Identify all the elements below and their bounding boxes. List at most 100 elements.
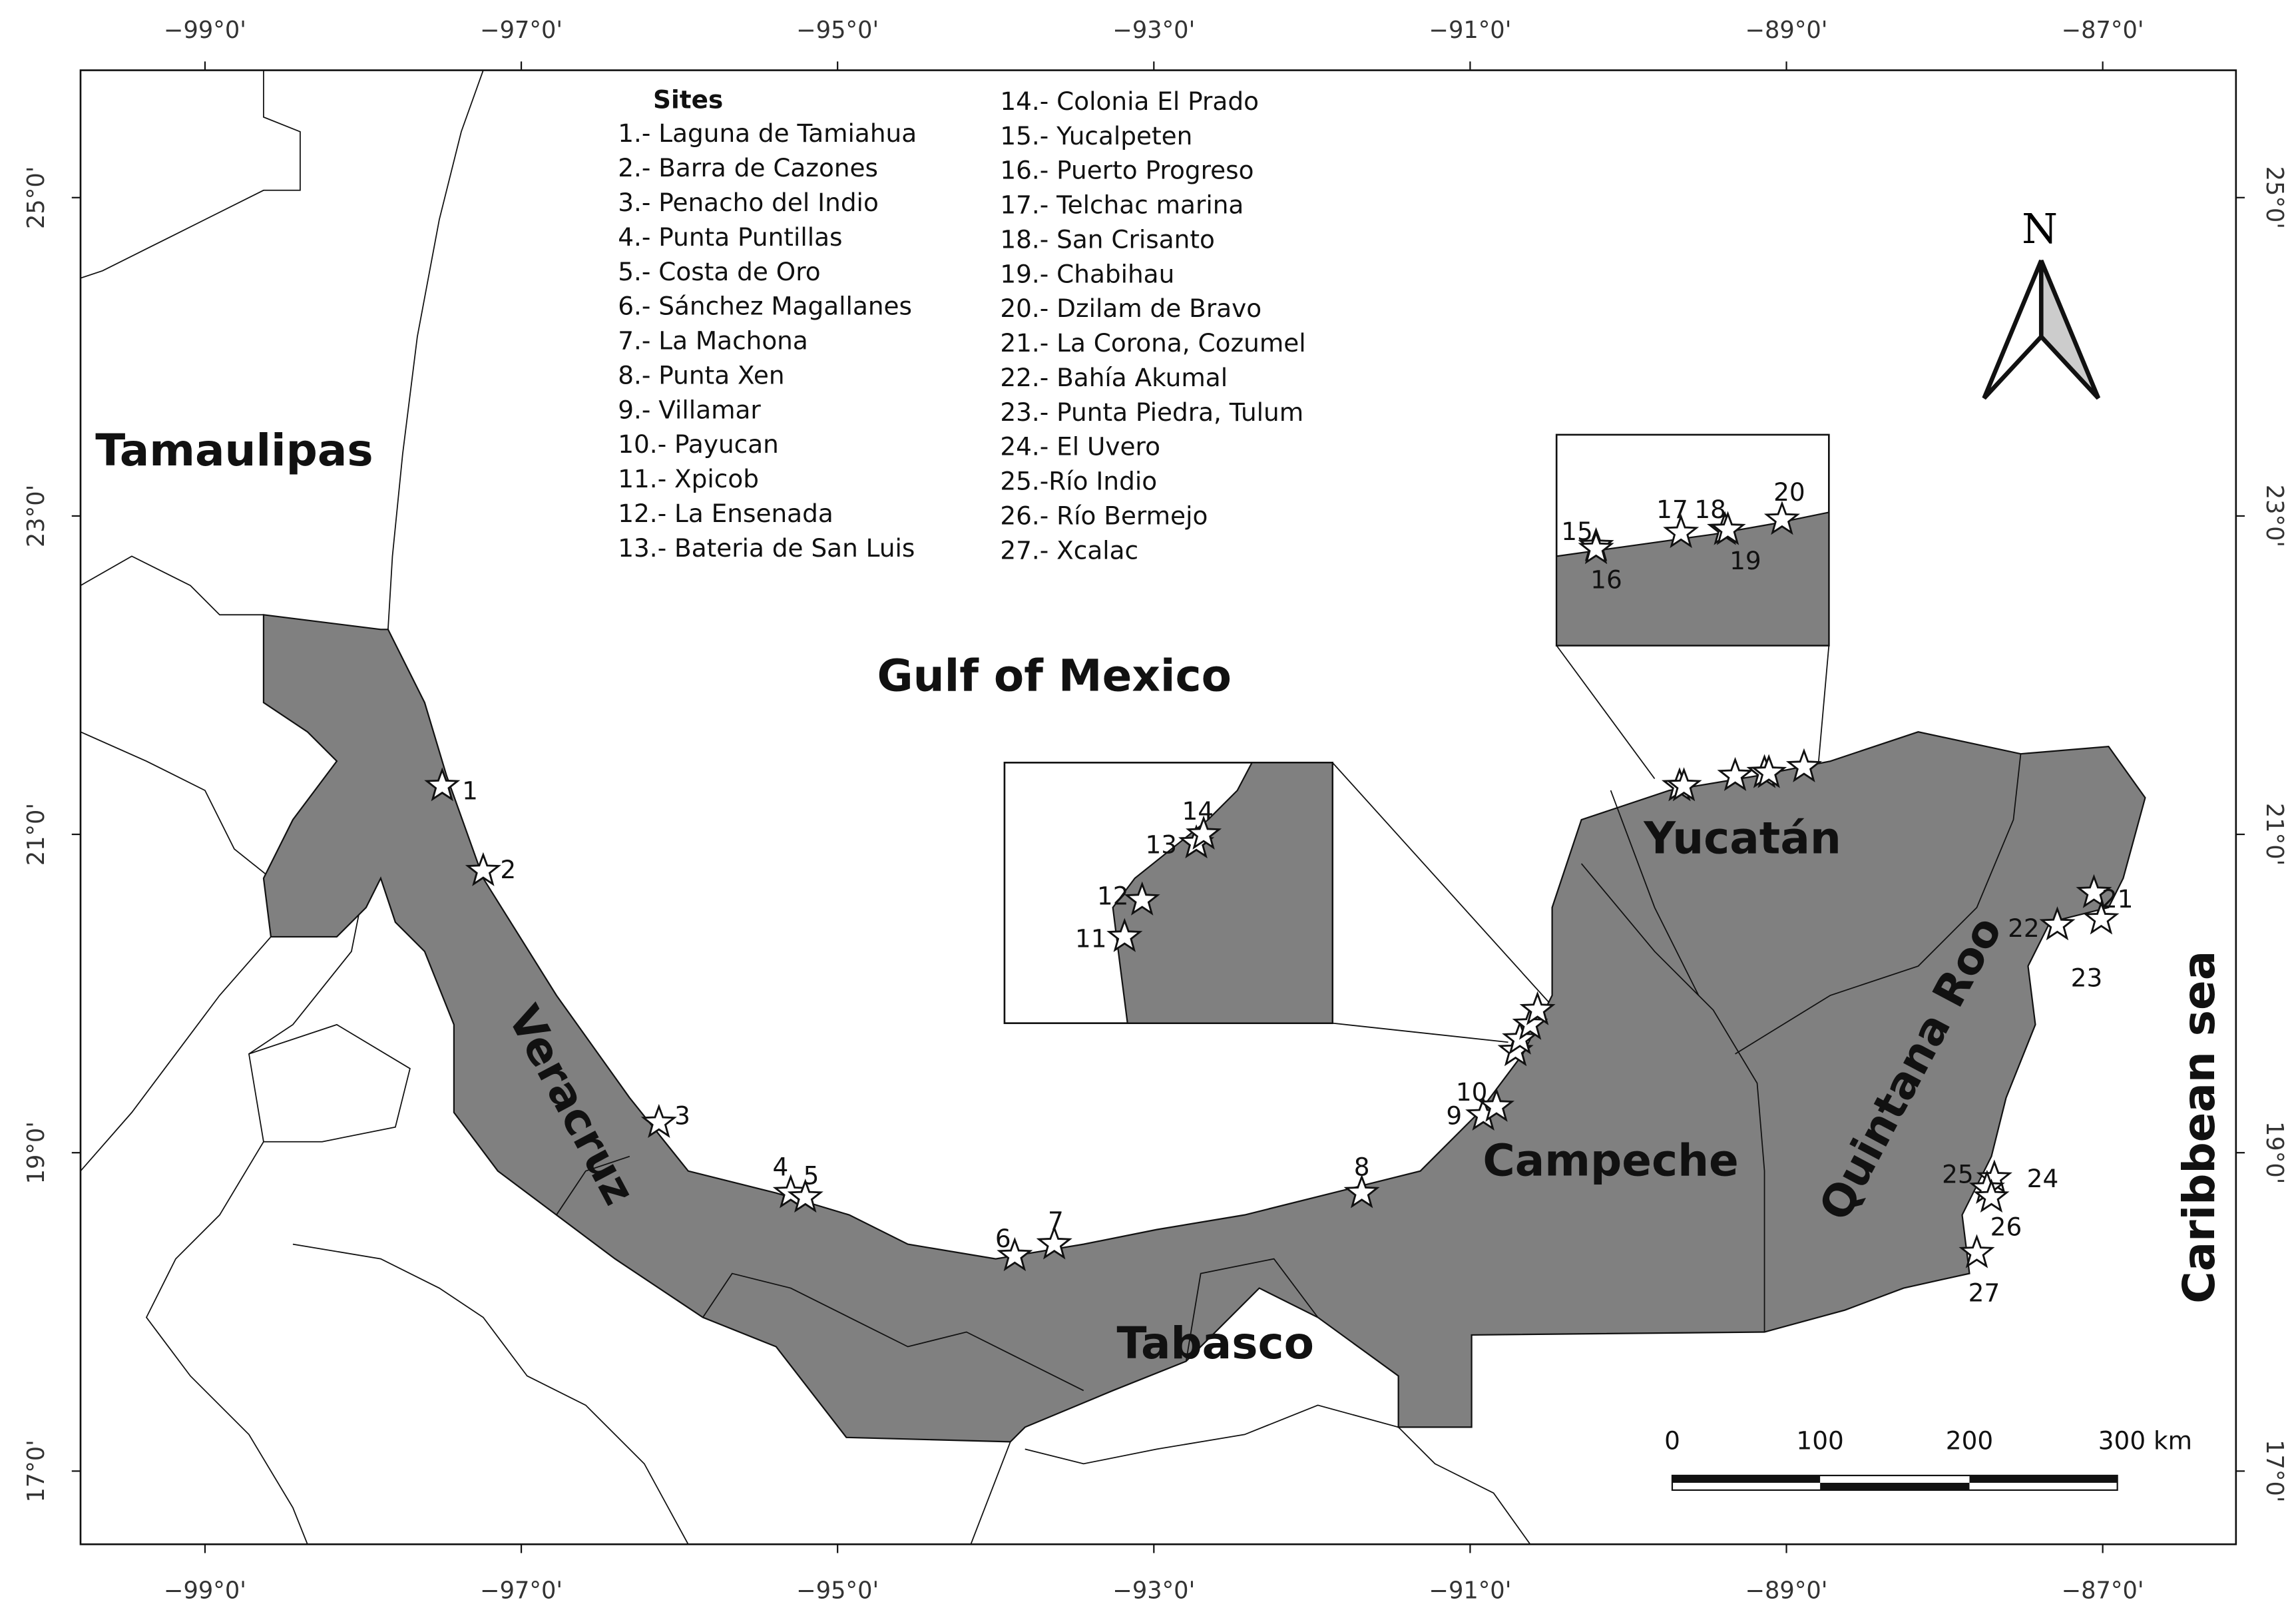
state-border xyxy=(1610,790,1700,996)
site-number: 9 xyxy=(1446,1101,1462,1130)
site-number: 14 xyxy=(1182,796,1214,826)
site-entry: 21.- La Corona, Cozumel xyxy=(1000,328,1305,358)
municipal-border xyxy=(556,1155,630,1216)
site-entry: 23.- Punta Piedra, Tulum xyxy=(1000,398,1303,427)
site-entry: 12.- La Ensenada xyxy=(618,499,833,528)
lat-tick-label: 25°0' xyxy=(2261,166,2288,229)
site-entry: 1.- Laguna de Tamiahua xyxy=(618,119,917,148)
site-marker xyxy=(424,767,461,802)
site-number: 24 xyxy=(2027,1164,2059,1193)
site-marker xyxy=(997,1236,1033,1272)
site-marker xyxy=(1578,530,1614,565)
inset-connector xyxy=(1331,762,1550,1003)
lat-tick-label: 21°0' xyxy=(2261,803,2288,866)
region-label: Campeche xyxy=(1483,1135,1738,1186)
lon-tick-label: −93°0' xyxy=(1112,17,1195,44)
site-entry: 15.- Yucalpeten xyxy=(1000,121,1192,150)
site-entry: 22.- Bahía Akumal xyxy=(1000,363,1228,392)
lon-tick-label: −99°0' xyxy=(164,1577,246,1605)
site-number: 18 xyxy=(1694,495,1726,524)
lon-tick-label: −97°0' xyxy=(480,1577,563,1605)
scale-bar xyxy=(1820,1482,1970,1490)
site-number: 21 xyxy=(2102,884,2134,914)
site-entry: 24.- El Uvero xyxy=(1000,432,1160,461)
lon-tick-label: −87°0' xyxy=(2062,17,2144,44)
site-number: 26 xyxy=(1990,1212,2022,1241)
site-entry: 6.- Sánchez Magallanes xyxy=(618,292,912,321)
inset-connector xyxy=(1556,645,1656,780)
scale-bar xyxy=(1672,1475,1821,1483)
site-marker xyxy=(1717,756,1753,792)
state-border xyxy=(80,555,264,616)
site-entry: 27.- Xcalac xyxy=(1000,535,1138,565)
region-label: Yucatán xyxy=(1643,813,1841,864)
site-number: 19 xyxy=(1729,546,1761,575)
site-number: 17 xyxy=(1656,495,1688,524)
inset-land xyxy=(1556,511,1830,647)
site-number: 6 xyxy=(995,1224,1011,1253)
lat-tick-label: 19°0' xyxy=(2261,1121,2288,1184)
site-marker xyxy=(1343,1174,1380,1209)
lon-tick-label: −95°0' xyxy=(796,1577,879,1605)
state-border xyxy=(1580,863,1765,1332)
sites-heading: Sites xyxy=(653,85,723,115)
lat-tick-label: 17°0' xyxy=(23,1440,50,1502)
site-number: 4 xyxy=(773,1152,789,1181)
site-marker xyxy=(1186,815,1222,850)
site-entry: 10.- Payucan xyxy=(618,429,779,459)
lon-tick-label: −89°0' xyxy=(1745,17,1828,44)
state-border xyxy=(970,1442,1011,1545)
site-entry: 20.- Dzilam de Bravo xyxy=(1000,294,1262,323)
site-entry: 26.- Río Bermejo xyxy=(1000,501,1208,530)
lon-tick-label: −97°0' xyxy=(480,17,563,44)
state-border xyxy=(1185,1258,1319,1362)
site-entry: 4.- Punta Puntillas xyxy=(618,222,842,252)
lon-tick-label: −87°0' xyxy=(2062,1577,2144,1605)
site-marker xyxy=(1519,991,1556,1025)
site-marker xyxy=(1710,511,1746,545)
site-entry: 19.- Chabihau xyxy=(1000,259,1174,288)
lon-tick-label: −91°0' xyxy=(1429,17,1511,44)
site-marker xyxy=(1478,1087,1515,1122)
site-entry: 16.- Puerto Progreso xyxy=(1000,156,1254,185)
site-number: 11 xyxy=(1075,924,1107,953)
lat-tick-label: 23°0' xyxy=(23,485,50,547)
site-number: 23 xyxy=(2071,963,2103,993)
site-number: 7 xyxy=(1048,1207,1064,1236)
coast xyxy=(387,70,484,630)
site-entry: 18.- San Crisanto xyxy=(1000,224,1215,254)
state-border xyxy=(248,1023,411,1143)
site-entry: 25.-Río Indio xyxy=(1000,467,1157,496)
map-frame xyxy=(79,69,2237,1545)
site-number: 25 xyxy=(1942,1159,1974,1189)
north-label: N xyxy=(2022,205,2058,253)
site-marker xyxy=(1124,881,1160,916)
site-number: 1 xyxy=(462,776,478,805)
site-entry: 8.- Punta Xen xyxy=(618,360,784,390)
site-marker xyxy=(1751,754,1787,788)
lon-tick-label: −99°0' xyxy=(164,17,246,44)
inset-connector xyxy=(1332,1022,1508,1043)
state-border xyxy=(80,70,301,279)
lat-tick-label: 23°0' xyxy=(2261,485,2288,547)
site-marker xyxy=(2083,900,2120,935)
site-marker xyxy=(2076,874,2112,908)
site-marker xyxy=(1973,1178,2010,1213)
scale-label: 300 km xyxy=(2098,1426,2192,1455)
site-number: 20 xyxy=(1773,477,1805,507)
lat-tick-label: 19°0' xyxy=(23,1121,50,1184)
region-label: Caribbean sea xyxy=(2174,951,2225,1304)
site-entry: 5.- Costa de Oro xyxy=(618,257,820,286)
scale-bar xyxy=(1969,1475,2118,1483)
scale-label: 0 xyxy=(1664,1426,1680,1455)
land xyxy=(80,70,2146,1545)
state-border xyxy=(145,878,367,1545)
site-marker xyxy=(1958,1234,1995,1268)
site-number: 13 xyxy=(1146,830,1178,860)
site-entry: 17.- Telchac marina xyxy=(1000,190,1244,220)
site-marker xyxy=(787,1178,823,1213)
site-marker xyxy=(2039,906,2076,941)
region-label: Tamaulipas xyxy=(95,425,373,476)
